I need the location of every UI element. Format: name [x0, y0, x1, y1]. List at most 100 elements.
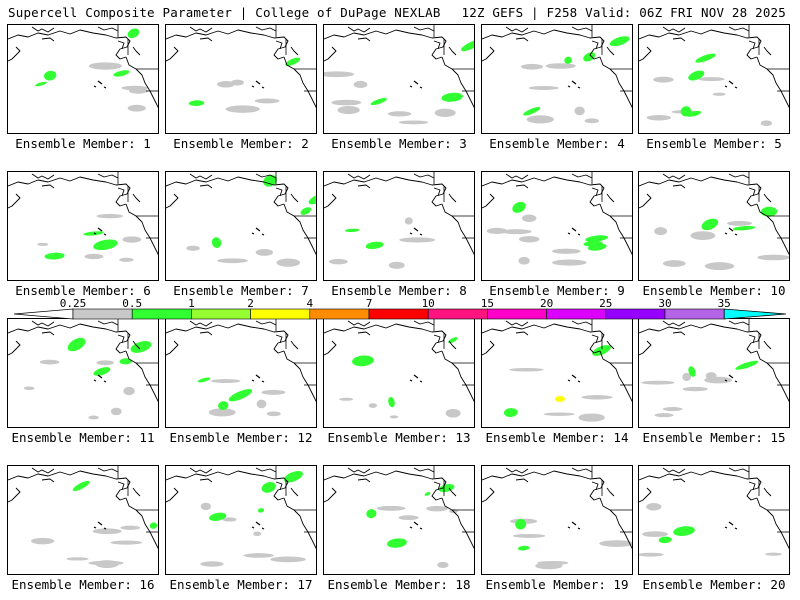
ensemble-member-label: Ensemble Member: 5 [646, 136, 782, 151]
scp-contour-green [583, 52, 596, 62]
ensemble-panel [165, 24, 317, 134]
colorbar-tick-label: 0.5 [122, 297, 143, 310]
island [728, 227, 734, 232]
scp-contour-green [688, 70, 705, 81]
coastline [515, 37, 529, 42]
scp-contour-gray [654, 413, 674, 418]
ensemble-member-label: Ensemble Member: 20 [642, 577, 786, 592]
coastline [275, 481, 283, 491]
scp-contour-gray [253, 531, 262, 536]
scp-contour-gray [368, 403, 378, 408]
scp-contour-green [387, 538, 407, 548]
ensemble-panel [323, 465, 475, 575]
scp-contour-green [209, 512, 227, 521]
coastline [639, 46, 652, 62]
scp-contour-green [388, 396, 395, 408]
island [97, 521, 103, 526]
island [97, 374, 103, 379]
map-field [639, 25, 789, 127]
scp-contour-gray [270, 556, 306, 563]
scp-contour-green [149, 522, 158, 529]
scp-contour-gray [545, 63, 576, 69]
island [413, 80, 419, 85]
island [419, 527, 423, 530]
scp-contour-gray [584, 118, 600, 124]
scp-contour-gray [255, 249, 274, 256]
scp-contour-gray [646, 114, 672, 121]
ensemble-panel [323, 318, 475, 428]
coastline [125, 56, 158, 109]
coastline [413, 26, 435, 32]
scp-contour-gray [486, 227, 508, 235]
coastline [199, 37, 213, 42]
coastline [97, 467, 119, 473]
coastline [441, 350, 474, 403]
coastline [756, 203, 789, 256]
coastline [571, 26, 593, 32]
coastline [41, 37, 55, 42]
map-field [482, 25, 632, 124]
island [728, 374, 734, 379]
scp-contour-gray [30, 537, 55, 545]
scp-contour-gray [110, 407, 122, 416]
scp-contour-green [695, 53, 716, 63]
scp-contour-green [732, 225, 756, 231]
scp-contour-gray [222, 517, 237, 522]
island [571, 80, 577, 85]
island [409, 232, 413, 235]
coastline [283, 203, 316, 256]
map-title: Supercell Composite Parameter | College … [8, 5, 441, 20]
scp-contour-gray [535, 562, 563, 570]
coastline [290, 46, 299, 56]
coastline [505, 26, 529, 33]
scp-contour-gray [512, 533, 546, 538]
coastline [41, 478, 55, 483]
map-field [8, 25, 158, 112]
scp-contour-gray [208, 408, 236, 417]
coastline [8, 176, 131, 207]
coastline [599, 350, 632, 403]
coastline [290, 487, 299, 497]
coastline [166, 29, 289, 60]
island [734, 86, 738, 89]
ensemble-member-label: Ensemble Member: 1 [15, 136, 151, 151]
coastline [728, 26, 750, 32]
coastline [639, 487, 652, 503]
scp-contour-green [515, 518, 527, 530]
coastline [199, 184, 213, 189]
scp-contour-gray [129, 87, 148, 94]
island [93, 85, 97, 88]
coastline [255, 26, 277, 32]
island [261, 86, 265, 89]
scp-contour-green [609, 36, 630, 47]
island [103, 527, 107, 530]
island [413, 374, 419, 379]
ensemble-panel [481, 465, 633, 575]
scp-contour-gray [574, 106, 585, 116]
island [103, 86, 107, 89]
island [261, 527, 265, 530]
coastline [591, 40, 599, 50]
scp-contour-green [680, 106, 692, 117]
island [93, 379, 97, 382]
scp-contour-green [523, 107, 541, 116]
ensemble-member-label: Ensemble Member: 19 [485, 577, 629, 592]
island [419, 233, 423, 236]
island [413, 521, 419, 526]
coastline [31, 173, 55, 180]
coastline [31, 26, 55, 33]
scp-contour-gray [697, 77, 725, 82]
island [413, 227, 419, 232]
scp-contour-gray [23, 386, 35, 391]
coastline [606, 46, 615, 56]
ensemble-member-label: Ensemble Member: 3 [331, 136, 467, 151]
colorbar-left-arrow [13, 308, 74, 320]
scp-contour-green [44, 252, 65, 260]
ensemble-panel [7, 318, 159, 428]
coastline [255, 173, 277, 179]
island [571, 521, 577, 526]
coastline [132, 46, 141, 56]
map-field [324, 25, 474, 125]
scp-contour-gray [127, 104, 146, 112]
island [724, 85, 728, 88]
